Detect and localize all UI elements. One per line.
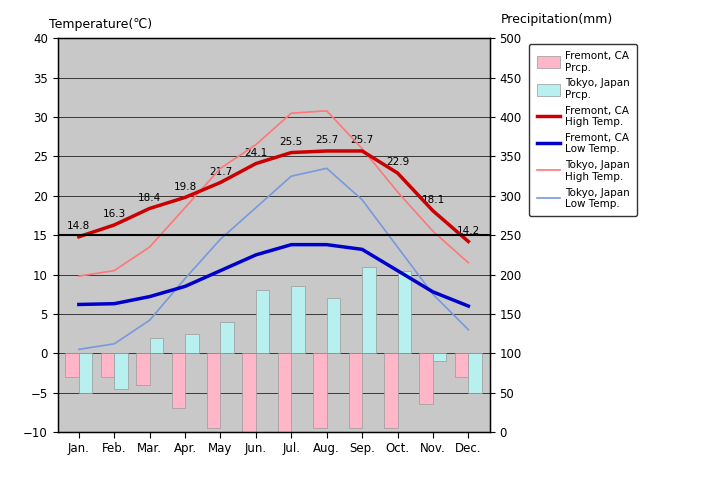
Bar xyxy=(420,353,433,405)
Text: 24.1: 24.1 xyxy=(244,148,268,158)
Bar xyxy=(468,353,482,393)
Text: 18.1: 18.1 xyxy=(421,195,444,205)
Text: Temperature(℃): Temperature(℃) xyxy=(49,18,152,31)
Bar xyxy=(256,290,269,353)
Bar xyxy=(348,353,362,428)
Bar xyxy=(171,353,185,408)
Bar xyxy=(433,353,446,361)
Bar xyxy=(362,267,376,353)
Bar xyxy=(207,353,220,428)
Text: 25.7: 25.7 xyxy=(315,135,338,145)
Bar xyxy=(397,271,411,353)
Bar xyxy=(114,353,127,389)
Text: Precipitation(mm): Precipitation(mm) xyxy=(500,13,613,26)
Text: 14.8: 14.8 xyxy=(67,221,91,231)
Bar xyxy=(101,353,114,377)
Text: 25.7: 25.7 xyxy=(351,135,374,145)
Legend: Fremont, CA
Prcp., Tokyo, Japan
Prcp., Fremont, CA
High Temp., Fremont, CA
Low T: Fremont, CA Prcp., Tokyo, Japan Prcp., F… xyxy=(529,44,636,216)
Bar xyxy=(455,353,468,377)
Bar xyxy=(66,353,79,377)
Bar xyxy=(292,287,305,353)
Text: 14.2: 14.2 xyxy=(456,226,480,236)
Text: 22.9: 22.9 xyxy=(386,157,409,168)
Bar xyxy=(278,353,292,432)
Bar xyxy=(243,353,256,432)
Text: 25.5: 25.5 xyxy=(279,137,303,147)
Bar xyxy=(313,353,327,428)
Text: 21.7: 21.7 xyxy=(209,167,232,177)
Bar xyxy=(136,353,150,385)
Bar xyxy=(327,298,340,353)
Text: 18.4: 18.4 xyxy=(138,193,161,203)
Text: 19.8: 19.8 xyxy=(174,182,197,192)
Text: 16.3: 16.3 xyxy=(103,209,126,219)
Bar xyxy=(384,353,397,428)
Bar xyxy=(185,334,199,353)
Bar xyxy=(220,322,234,353)
Bar xyxy=(150,337,163,353)
Bar xyxy=(79,353,92,393)
